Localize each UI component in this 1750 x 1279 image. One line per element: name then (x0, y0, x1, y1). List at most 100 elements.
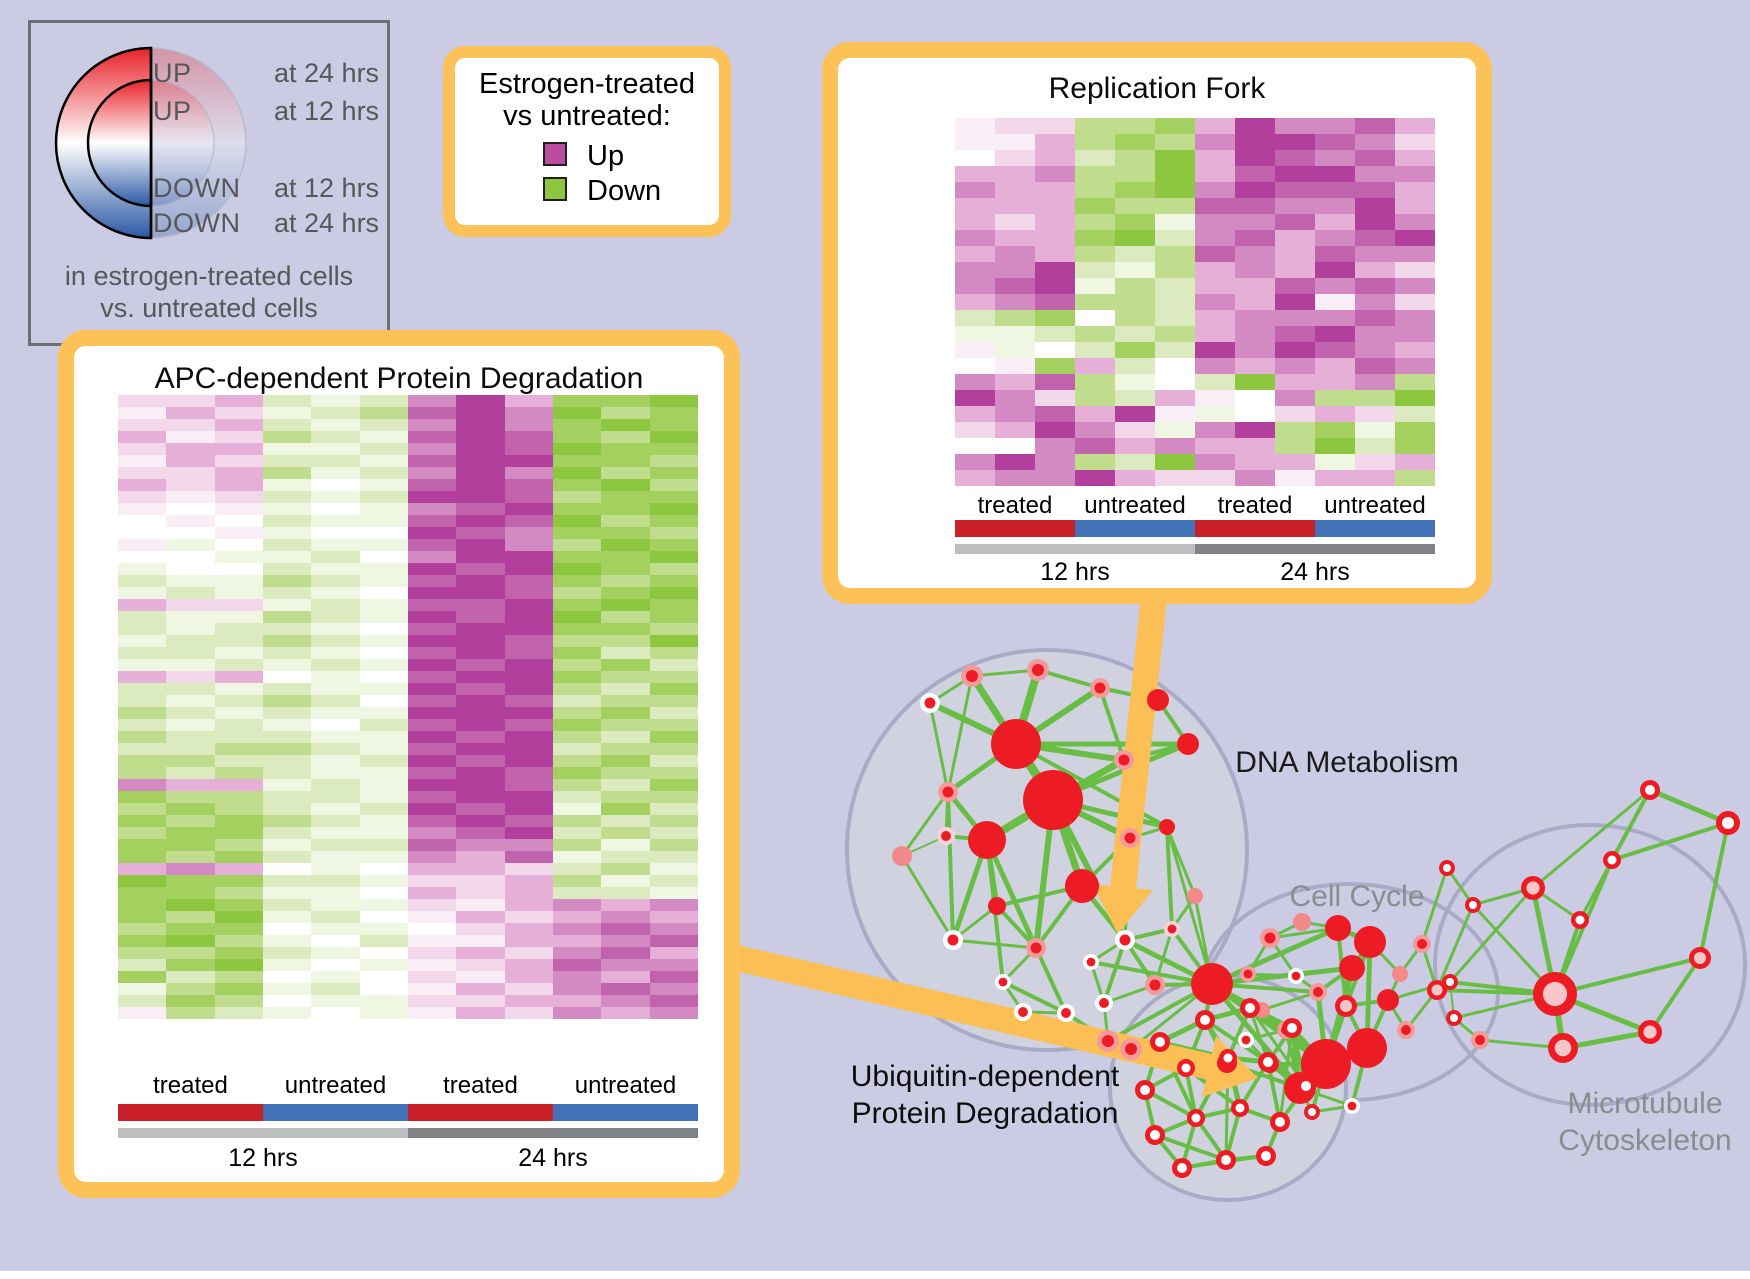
heatmap-cell (1155, 454, 1195, 470)
heatmap-cell (214, 923, 263, 935)
heatmap-row (118, 899, 698, 911)
heatmap-cell (1355, 422, 1395, 438)
heatmap-cell (1275, 262, 1315, 278)
heatmap-cell (407, 503, 457, 515)
heatmap-cell (995, 454, 1035, 470)
heatmap-cell (1275, 198, 1315, 214)
heatmap-cell (995, 230, 1035, 246)
heatmap-cell (649, 923, 698, 935)
heatmap-cell (166, 683, 215, 695)
heatmap-cell (1075, 278, 1115, 294)
heatmap-cell (214, 959, 263, 971)
heatmap-cell (1395, 358, 1435, 374)
heatmap-cell (456, 959, 505, 971)
heatmap-cell (262, 731, 312, 743)
heatmap-cell (407, 395, 457, 407)
heatmap-cell (359, 395, 408, 407)
heatmap-cell (214, 983, 263, 995)
heatmap-cell (118, 899, 167, 911)
group-color-bar (1195, 520, 1315, 537)
heatmap-cell (262, 659, 312, 671)
heatmap-cell (407, 995, 457, 1007)
heatmap-cell (214, 827, 263, 839)
time-label: 12 hrs (1040, 558, 1110, 586)
heatmap-cell (118, 947, 167, 959)
heatmap-cell (166, 455, 215, 467)
heatmap-cell (649, 911, 698, 923)
network-node (1301, 1039, 1351, 1089)
heatmap-cell (995, 198, 1035, 214)
heatmap-cell (407, 779, 457, 791)
heatmap-cell (1115, 118, 1155, 134)
heatmap-cell (166, 635, 215, 647)
heatmap-cell (552, 407, 602, 419)
heatmap-row (955, 246, 1435, 262)
heatmap-cell (456, 767, 505, 779)
heatmap-cell (504, 491, 553, 503)
heatmap-cell (1075, 358, 1115, 374)
heatmap-cell (166, 443, 215, 455)
heatmap-cell (1195, 326, 1235, 342)
heatmap-cell (1195, 294, 1235, 310)
heatmap-cell (649, 863, 698, 875)
heatmap-cell (214, 479, 263, 491)
network-node (1339, 955, 1365, 981)
heatmap-cell (504, 803, 553, 815)
heatmap-cell (311, 419, 360, 431)
heatmap-cell (262, 791, 312, 803)
heatmap-cell (1355, 118, 1395, 134)
heatmap-cell (1235, 246, 1275, 262)
heatmap-cell (1315, 406, 1355, 422)
heatmap-cell (359, 863, 408, 875)
heatmap-cell (649, 935, 698, 947)
network-edge (946, 674, 974, 794)
heatmap-cell (955, 166, 995, 182)
heatmap-cell (407, 959, 457, 971)
heatmap-row (118, 935, 698, 947)
heatmap-row (118, 407, 698, 419)
network-node (1187, 888, 1203, 904)
heatmap-cell (262, 647, 312, 659)
legend-dir-down-12: DOWN (153, 173, 241, 203)
heatmap-row (118, 431, 698, 443)
heatmap-cell (1075, 342, 1115, 358)
apc-condition-bars (118, 1104, 698, 1121)
heatmap-cell (504, 959, 553, 971)
heatmap-cell (311, 575, 360, 587)
heatmap-cell (504, 935, 553, 947)
heatmap-cell (601, 1007, 650, 1019)
heatmap-cell (1275, 182, 1315, 198)
heatmap-cell (456, 935, 505, 947)
network-node (991, 719, 1041, 769)
heatmap-cell (1395, 310, 1435, 326)
heatmap-cell (166, 959, 215, 971)
heatmap-cell (118, 875, 167, 887)
apc-heatmap (118, 395, 698, 1019)
heatmap-cell (955, 214, 995, 230)
heatmap-cell (456, 407, 505, 419)
heatmap-cell (214, 635, 263, 647)
heatmap-cell (456, 695, 505, 707)
heatmap-cell (118, 803, 167, 815)
heatmap-cell (995, 182, 1035, 198)
heatmap-cell (214, 899, 263, 911)
heatmap-cell (1315, 438, 1355, 454)
network-node (1235, 1103, 1245, 1113)
heatmap-cell (1235, 150, 1275, 166)
heatmap-cell (955, 134, 995, 150)
heatmap-cell (118, 743, 167, 755)
heatmap-cell (166, 707, 215, 719)
group-color-bar (118, 1104, 263, 1121)
heatmap-cell (649, 467, 698, 479)
heatmap-cell (955, 230, 995, 246)
heatmap-cell (1235, 166, 1275, 182)
heatmap-cell (1075, 246, 1115, 262)
heatmap-cell (1155, 278, 1195, 294)
heatmap-cell (649, 1007, 698, 1019)
heatmap-cell (456, 719, 505, 731)
heatmap-cell (407, 1007, 457, 1019)
heatmap-cell (456, 551, 505, 563)
heatmap-cell (214, 539, 263, 551)
heatmap-cell (456, 971, 505, 983)
heatmap-cell (1075, 326, 1115, 342)
